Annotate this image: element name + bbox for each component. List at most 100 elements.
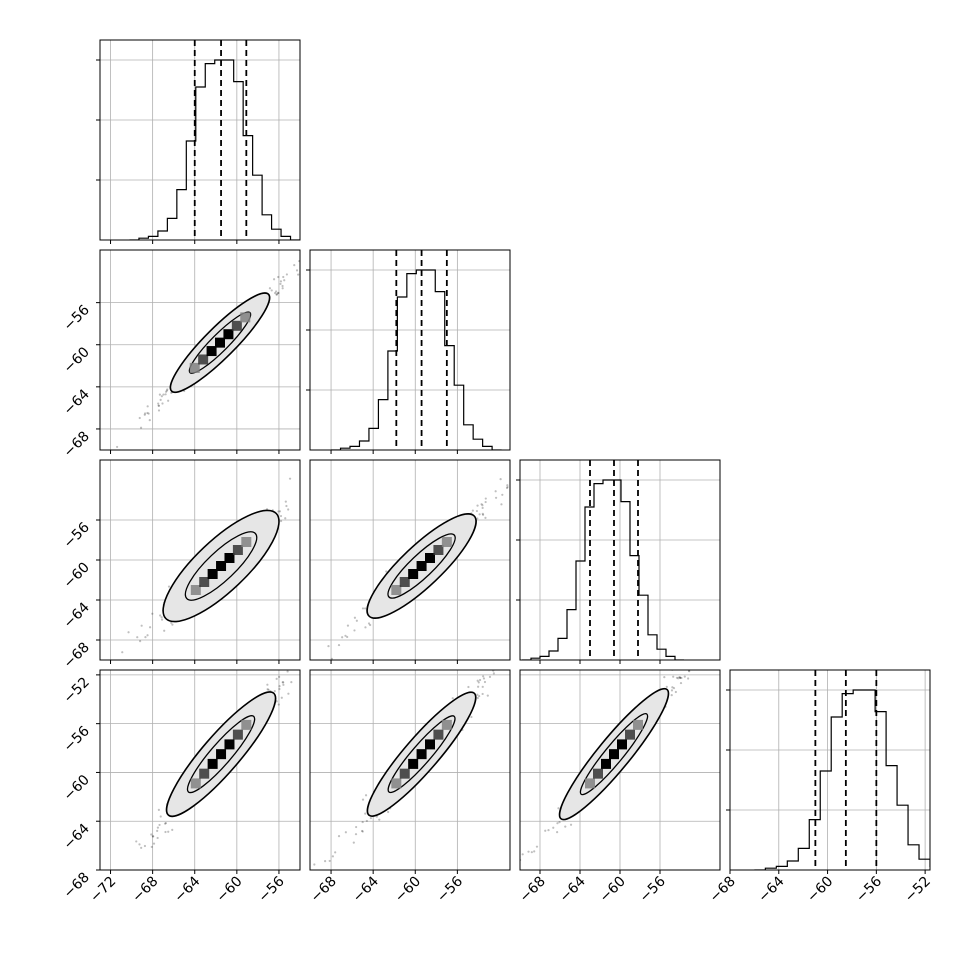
- y-tick-label: −56: [61, 302, 93, 334]
- scatter-point: [364, 794, 368, 797]
- scatter-point: [164, 390, 168, 393]
- scatter-point: [569, 823, 573, 826]
- density-cell: [399, 577, 410, 587]
- scatter-point: [346, 624, 350, 627]
- scatter-point: [476, 504, 479, 507]
- scatter-point: [475, 509, 479, 513]
- scatter-point: [279, 282, 282, 286]
- y-tick-label: −56: [61, 519, 93, 551]
- scatter-point: [670, 689, 674, 692]
- scatter-point: [164, 822, 167, 825]
- scatter-point: [477, 681, 480, 684]
- scatter-point: [527, 850, 530, 853]
- scatter-point: [164, 393, 167, 396]
- scatter-point: [282, 275, 285, 279]
- scatter-point: [270, 289, 273, 292]
- scatter-point: [318, 649, 320, 651]
- scatter-point: [482, 677, 486, 680]
- scatter-point: [164, 821, 167, 825]
- panel-frame: [309, 459, 511, 661]
- scatter-point: [156, 826, 160, 829]
- scatter-point: [484, 497, 487, 500]
- scatter-point: [385, 570, 388, 573]
- scatter-point: [282, 683, 285, 686]
- scatter-point: [279, 514, 283, 518]
- scatter-point: [146, 405, 149, 408]
- scatter-point: [277, 291, 280, 294]
- scatter-point: [378, 818, 381, 821]
- scatter-point: [687, 677, 690, 680]
- x-tick-label: −60: [213, 874, 245, 906]
- density-cell: [240, 312, 251, 323]
- scatter-point: [146, 634, 149, 637]
- scatter-point: [275, 293, 278, 296]
- scatter-point: [148, 418, 151, 422]
- scatter-point: [167, 585, 171, 588]
- scatter-point: [148, 626, 152, 629]
- scatter-point: [337, 643, 341, 647]
- x-tick-label: −64: [755, 873, 787, 905]
- scatter-point: [677, 677, 680, 680]
- density-cell: [223, 329, 234, 340]
- scatter-point: [288, 477, 292, 480]
- scatter-point: [139, 640, 142, 643]
- x-tick-label: −72: [87, 874, 119, 906]
- scatter-point: [672, 675, 675, 678]
- scatter-point: [672, 687, 676, 690]
- contour-inner: [387, 533, 456, 599]
- scatter-point: [278, 675, 281, 678]
- scatter-point: [337, 834, 341, 838]
- density-cell: [433, 545, 444, 555]
- scatter-point: [290, 681, 293, 684]
- panel-frame: [519, 459, 721, 661]
- scatter-point: [500, 503, 503, 506]
- histogram-step: [754, 689, 930, 870]
- scatter-point: [484, 516, 487, 519]
- scatter-point: [327, 645, 330, 648]
- panel-1-1: [306, 249, 511, 454]
- panel-3-3: −68 −64 −60 −56 −52: [707, 669, 934, 906]
- scatter-point: [481, 692, 484, 696]
- contour-inner: [387, 715, 456, 794]
- panel-1-0: −56 −60 −64 −68: [61, 238, 319, 461]
- x-tick-label: −60: [392, 874, 424, 906]
- scatter-point: [123, 666, 125, 668]
- scatter-point: [164, 830, 167, 834]
- panel-2-0: −56 −60 −64 −68: [61, 459, 301, 672]
- scatter-point: [492, 672, 495, 675]
- scatter-point: [287, 508, 290, 511]
- panel-3-0: −52−56−60−64−68−72 −68 −64 −60 −56: [61, 649, 320, 906]
- histogram-step: [129, 59, 300, 240]
- scatter-point: [530, 851, 533, 854]
- scatter-point: [355, 619, 358, 622]
- scatter-point: [506, 485, 509, 489]
- panel-3-1: −68 −64 −60 −56: [308, 669, 511, 906]
- scatter-point: [481, 512, 484, 515]
- scatter-point: [285, 504, 288, 508]
- scatter-point: [138, 843, 141, 846]
- density-cell: [206, 346, 217, 357]
- x-tick-label: −68: [707, 874, 739, 906]
- scatter-point: [286, 670, 289, 673]
- contour-inner: [579, 713, 649, 796]
- scatter-point: [679, 681, 683, 685]
- y-tick-label: −64: [61, 386, 93, 418]
- scatter-point: [367, 622, 371, 625]
- scatter-point: [670, 694, 673, 697]
- density-cell: [216, 561, 227, 571]
- scatter-point: [361, 798, 365, 801]
- scatter-point: [311, 238, 313, 240]
- density-cell: [609, 749, 619, 760]
- scatter-point: [467, 685, 470, 689]
- scatter-point: [536, 460, 538, 462]
- scatter-point: [317, 241, 319, 243]
- scatter-point: [484, 500, 487, 504]
- density-cell: [617, 739, 627, 750]
- scatter-point: [674, 690, 677, 694]
- density-cell: [241, 719, 252, 730]
- scatter-point: [140, 624, 143, 627]
- scatter-point: [364, 812, 367, 815]
- scatter-point: [293, 264, 296, 267]
- x-tick-label: −68: [308, 874, 340, 906]
- scatter-point: [277, 703, 280, 706]
